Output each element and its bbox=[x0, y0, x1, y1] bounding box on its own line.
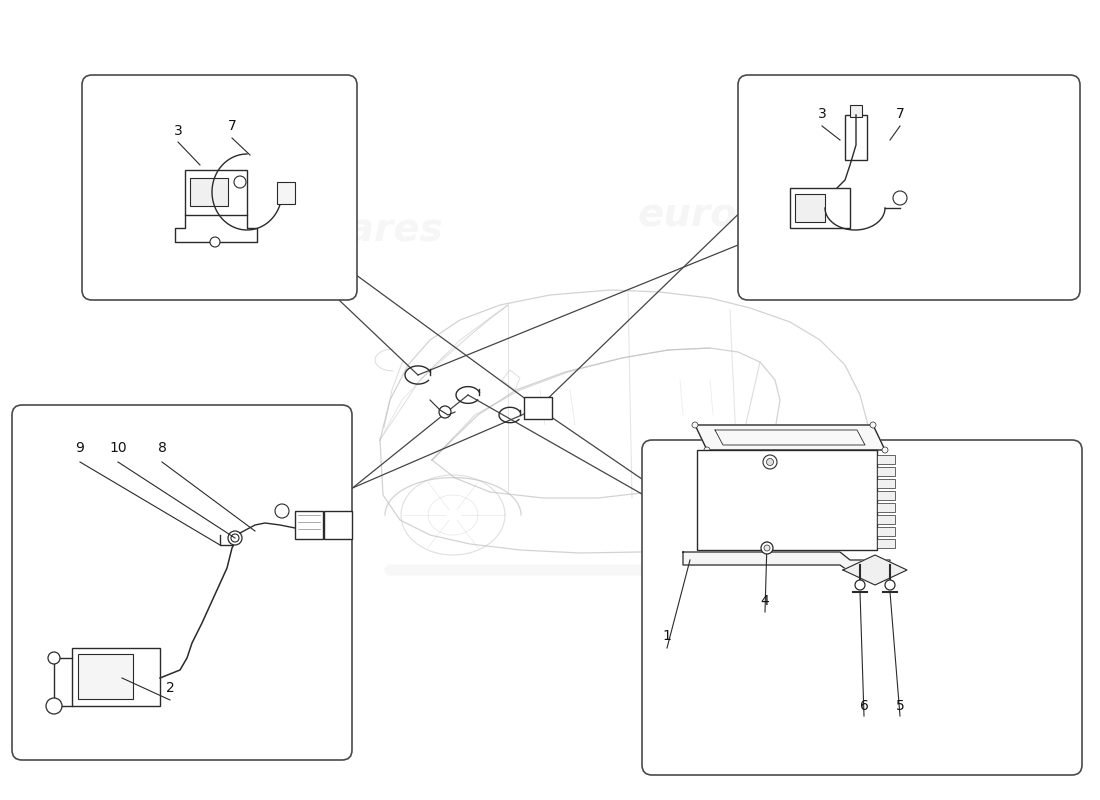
Polygon shape bbox=[695, 425, 886, 450]
Circle shape bbox=[231, 534, 239, 542]
Text: 8: 8 bbox=[157, 441, 166, 455]
Circle shape bbox=[234, 176, 246, 188]
Text: eurospares: eurospares bbox=[197, 211, 443, 249]
Circle shape bbox=[855, 580, 865, 590]
Text: 7: 7 bbox=[228, 119, 236, 133]
Circle shape bbox=[439, 406, 451, 418]
Circle shape bbox=[48, 652, 60, 664]
Text: 7: 7 bbox=[895, 107, 904, 121]
Text: 9: 9 bbox=[76, 441, 85, 455]
Bar bbox=[877, 455, 895, 464]
Text: 6: 6 bbox=[859, 699, 868, 713]
Bar bbox=[877, 491, 895, 500]
Circle shape bbox=[870, 422, 876, 428]
Bar bbox=[877, 527, 895, 536]
Circle shape bbox=[761, 542, 773, 554]
Bar bbox=[190, 178, 228, 206]
Bar bbox=[72, 648, 160, 706]
Text: eurospares: eurospares bbox=[637, 196, 883, 234]
Text: 3: 3 bbox=[174, 124, 183, 138]
Text: 4: 4 bbox=[760, 594, 769, 608]
Bar bbox=[697, 450, 877, 550]
Text: 1: 1 bbox=[662, 629, 671, 643]
FancyBboxPatch shape bbox=[82, 75, 358, 300]
Bar bbox=[295, 511, 323, 539]
Text: 3: 3 bbox=[817, 107, 826, 121]
FancyBboxPatch shape bbox=[738, 75, 1080, 300]
Bar bbox=[877, 479, 895, 488]
Circle shape bbox=[893, 191, 907, 205]
FancyBboxPatch shape bbox=[642, 440, 1082, 775]
Bar bbox=[78, 654, 133, 699]
Bar bbox=[877, 539, 895, 548]
Text: 2: 2 bbox=[166, 681, 175, 695]
Bar bbox=[185, 170, 248, 215]
Circle shape bbox=[46, 698, 62, 714]
Bar bbox=[790, 188, 850, 228]
Circle shape bbox=[692, 422, 698, 428]
Circle shape bbox=[764, 545, 770, 551]
Polygon shape bbox=[843, 555, 908, 585]
Bar bbox=[877, 467, 895, 476]
Bar bbox=[277, 182, 295, 204]
Circle shape bbox=[763, 455, 777, 469]
Circle shape bbox=[704, 447, 710, 453]
Circle shape bbox=[882, 447, 888, 453]
Circle shape bbox=[886, 580, 895, 590]
Circle shape bbox=[275, 504, 289, 518]
FancyBboxPatch shape bbox=[12, 405, 352, 760]
Bar bbox=[845, 115, 867, 160]
Polygon shape bbox=[683, 552, 890, 572]
Text: eurospares: eurospares bbox=[667, 571, 913, 609]
Bar bbox=[795, 194, 825, 222]
Bar bbox=[524, 397, 552, 419]
Circle shape bbox=[210, 237, 220, 247]
Bar bbox=[324, 511, 352, 539]
Circle shape bbox=[228, 531, 242, 545]
Bar bbox=[877, 503, 895, 512]
Text: 5: 5 bbox=[895, 699, 904, 713]
Text: eurospares: eurospares bbox=[97, 571, 343, 609]
Circle shape bbox=[767, 458, 773, 466]
Bar bbox=[850, 105, 862, 117]
Bar bbox=[877, 515, 895, 524]
Text: 10: 10 bbox=[109, 441, 126, 455]
